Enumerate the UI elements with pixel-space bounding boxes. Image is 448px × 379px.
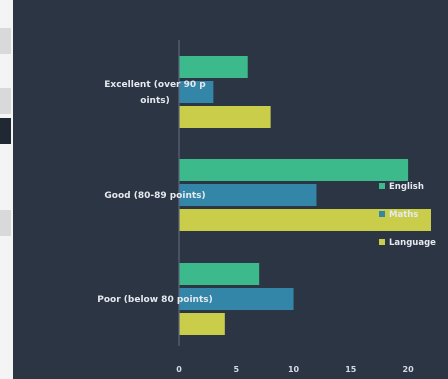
legend-swatch <box>379 183 385 189</box>
legend-label: Language <box>389 238 436 248</box>
bar-english-3 <box>179 263 260 285</box>
chart-panel: Excellent (over 90 p oints) Good (80-89 po… <box>13 0 448 379</box>
strip-cell <box>0 88 11 114</box>
category-label: oints) <box>140 96 169 106</box>
bar-english-1 <box>179 56 248 78</box>
category-label: Good (80-89 points) <box>104 191 205 201</box>
left-sidebar-strip <box>0 0 13 379</box>
bar-language-3 <box>179 313 225 335</box>
bar-maths-2 <box>179 184 317 206</box>
category-labels: Excellent (over 90 p oints) Good (80-89 po… <box>97 80 212 305</box>
x-tick-label: 10 <box>288 365 300 374</box>
x-axis-ticks: 0 5 10 15 20 <box>176 365 414 374</box>
bar-maths-3 <box>179 288 294 310</box>
bars-group <box>179 56 431 335</box>
x-tick-label: 5 <box>233 365 239 374</box>
category-label: Excellent (over 90 p <box>104 80 206 90</box>
legend-swatch <box>379 239 385 245</box>
bar-english-2 <box>179 159 409 181</box>
x-tick-label: 20 <box>403 365 415 374</box>
strip-cell <box>0 210 11 236</box>
legend-swatch <box>379 211 385 217</box>
category-label: Poor (below 80 points) <box>97 295 212 305</box>
x-tick-label: 15 <box>345 365 357 374</box>
legend: English Maths Language <box>379 182 436 248</box>
strip-cell <box>0 118 11 144</box>
bar-maths-1 <box>179 81 214 103</box>
bar-language-2 <box>179 209 431 231</box>
bar-language-1 <box>179 106 271 128</box>
bar-chart: Excellent (over 90 p oints) Good (80-89 po… <box>97 40 436 374</box>
legend-label: English <box>389 182 424 192</box>
x-tick-label: 0 <box>176 365 182 374</box>
strip-cell <box>0 28 11 54</box>
legend-label: Maths <box>389 210 418 220</box>
